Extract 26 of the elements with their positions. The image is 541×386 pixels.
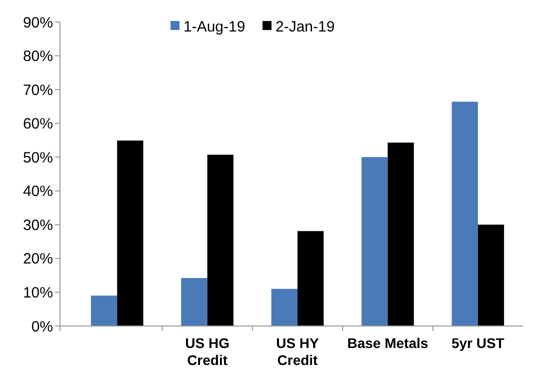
bar xyxy=(362,157,388,326)
bar xyxy=(117,140,144,326)
bar xyxy=(298,231,324,326)
y-tick-label: 20% xyxy=(22,250,53,268)
legend-label: 1-Aug-19 xyxy=(184,18,246,36)
bar xyxy=(207,154,234,326)
bar xyxy=(271,288,298,326)
y-tick-label: 70% xyxy=(22,82,53,99)
bar xyxy=(388,142,414,326)
x-tick-label: 5yr UST xyxy=(451,335,505,351)
y-tick-label: 60% xyxy=(22,116,53,133)
bar xyxy=(181,278,208,326)
y-tick-label: 0% xyxy=(31,318,53,336)
y-tick-label: 80% xyxy=(22,48,53,66)
x-tick-label: US HY Credit xyxy=(276,335,320,368)
y-tick-label: 40% xyxy=(22,183,53,200)
x-tick-label: US HG Credit xyxy=(185,335,230,368)
bar xyxy=(452,102,478,326)
bar xyxy=(478,224,504,326)
y-tick-label: 30% xyxy=(22,216,53,234)
y-tick-label: 10% xyxy=(22,284,53,302)
y-tick-label: 50% xyxy=(22,149,53,166)
bar xyxy=(90,296,118,326)
y-tick-label: 90% xyxy=(22,14,53,32)
x-tick-label: Base Metals xyxy=(347,335,428,351)
legend-label: 2-Jan-19 xyxy=(276,18,335,36)
